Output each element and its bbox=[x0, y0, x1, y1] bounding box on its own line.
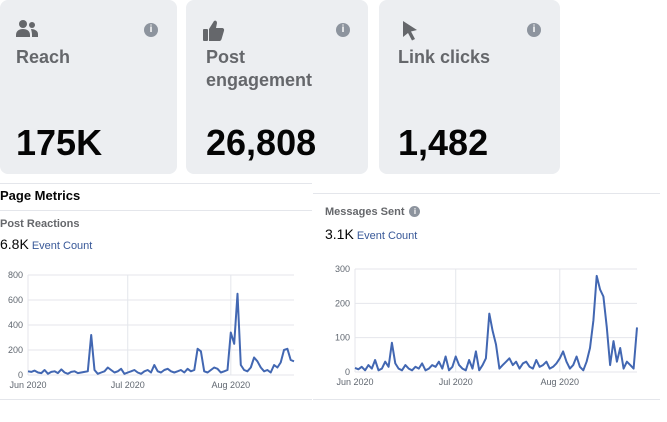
card-value: 1,482 bbox=[398, 122, 489, 163]
series-line[interactable] bbox=[354, 274, 638, 372]
y-tick-label: 100 bbox=[335, 333, 350, 343]
divider bbox=[0, 210, 312, 211]
card-value: 175K bbox=[16, 122, 103, 163]
section-title: Page Metrics bbox=[0, 188, 81, 203]
metric-value: 3.1K bbox=[325, 226, 354, 242]
x-tick-label: Aug 2020 bbox=[212, 380, 251, 390]
metric-value: 6.8K bbox=[0, 236, 29, 252]
reach-card[interactable]: i Reach 175K bbox=[0, 0, 177, 174]
y-tick-label: 200 bbox=[8, 345, 23, 355]
link-clicks-card[interactable]: i Link clicks 1,482 bbox=[379, 0, 560, 174]
y-tick-label: 300 bbox=[335, 264, 350, 274]
messages-sent-panel: Messages Sent i 3.1K Event Count 300 200 100… bbox=[313, 193, 660, 400]
metric-unit: Event Count bbox=[356, 230, 418, 242]
cursor-icon bbox=[403, 21, 417, 41]
metric-name: Post Reactions bbox=[0, 218, 80, 230]
card-value: 26,808 bbox=[206, 122, 317, 163]
x-tick-label: Aug 2020 bbox=[541, 377, 580, 387]
post-reactions-panel: Page Metrics Post Reactions 6.8K Event Co… bbox=[0, 183, 312, 400]
card-title: Post engagement bbox=[206, 47, 313, 90]
card-title: Reach bbox=[16, 47, 71, 67]
x-tick-label: Jul 2020 bbox=[439, 377, 473, 387]
info-icon[interactable]: i bbox=[527, 23, 541, 37]
y-tick-label: 200 bbox=[335, 298, 350, 308]
post-engagement-card[interactable]: i Post engagement 26,808 bbox=[186, 0, 368, 174]
info-icon[interactable]: i bbox=[144, 23, 158, 37]
info-icon[interactable]: i bbox=[336, 23, 350, 37]
info-icon[interactable]: i bbox=[409, 206, 421, 217]
metric-title-row: Messages Sent i bbox=[325, 206, 421, 218]
metric-summary: 6.8K Event Count bbox=[0, 236, 92, 252]
y-tick-label: 600 bbox=[8, 295, 23, 305]
y-tick-label: 0 bbox=[345, 367, 350, 377]
metric-unit: Event Count bbox=[31, 240, 93, 252]
x-tick-label: Jun 2020 bbox=[336, 377, 373, 387]
series-line[interactable] bbox=[27, 292, 295, 375]
y-tick-label: 400 bbox=[8, 320, 23, 330]
y-tick-label: 0 bbox=[18, 370, 23, 380]
metric-name: Messages Sent bbox=[325, 206, 405, 218]
x-tick-label: Jul 2020 bbox=[111, 380, 145, 390]
thumbs-up-icon bbox=[203, 20, 225, 41]
metric-summary: 3.1K Event Count bbox=[325, 226, 417, 242]
card-title: Link clicks bbox=[398, 47, 491, 67]
y-tick-label: 800 bbox=[8, 270, 23, 280]
x-tick-label: Jun 2020 bbox=[9, 380, 46, 390]
people-icon bbox=[16, 20, 38, 37]
